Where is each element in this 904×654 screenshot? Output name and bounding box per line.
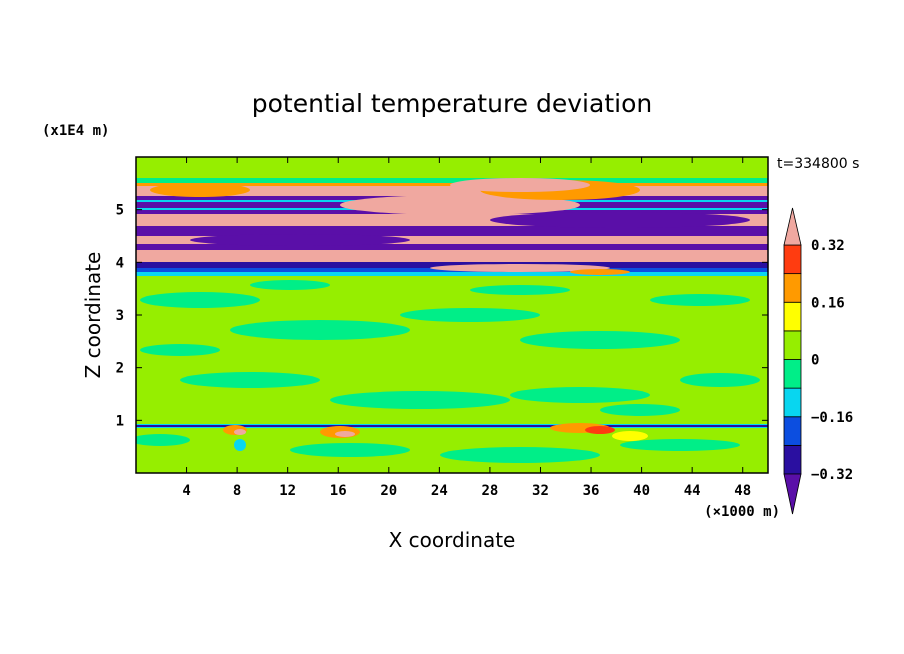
lower-layer-patch [612,431,648,441]
colorbar-tick-label: 0.16 [811,295,845,311]
upper-layer-band [136,236,768,246]
lower-layer-patch [234,429,246,435]
upper-layer-patch [450,178,590,192]
field-patch [140,292,260,308]
field-patch [440,447,600,463]
upper-layer-band [136,250,768,262]
colorbar-swatch [783,273,802,303]
upper-layer-patch [340,195,580,215]
upper-layer-patch [150,183,250,197]
y-tick-label: 5 [116,203,124,219]
upper-layer-patch [190,234,410,246]
lower-layer-band [136,425,768,427]
field-patch [470,285,570,295]
colorbar-tick-label: 0.32 [811,238,845,254]
x-tick-label: 12 [279,483,296,499]
upper-layer-band [136,244,768,250]
lower-layer-patch [234,439,246,451]
upper-layer-band [136,262,768,268]
upper-layer-band [136,272,768,276]
x-tick-label: 24 [431,483,448,499]
colorbar-swatch [783,244,802,275]
x-axis-label: X coordinate [389,528,516,552]
x-axis-ticks: 4 8 12 16 20 24 28 32 36 40 44 48 [182,157,751,499]
colorbar-extend-max [783,207,802,246]
colorbar-swatch [783,444,802,475]
field-patch [510,387,650,403]
chart-title: potential temperature deviation [252,89,652,118]
x-tick-label: 4 [182,483,190,499]
lower-layer-patch [585,426,615,434]
field-patch [650,294,750,306]
x-tick-label: 28 [481,483,498,499]
x-tick-label: 36 [583,483,600,499]
field-patch [680,373,760,387]
field-patch [620,439,740,451]
y-tick-label: 2 [116,361,124,377]
colorbar-swatch [783,301,802,332]
x-tick-label: 44 [684,483,701,499]
colorbar-swatch [783,330,802,360]
y-axis-unit: (x1E4 m) [42,123,109,139]
x-tick-label: 40 [633,483,650,499]
upper-layer-patch [490,212,750,228]
lower-layer-patch [335,431,355,437]
y-tick-label: 3 [116,308,124,324]
x-tick-label: 20 [380,483,397,499]
colorbar-extend-min [783,473,802,515]
colorbar-tick-label: 0 [811,353,819,369]
field-patch [520,331,680,349]
field-patch [180,372,320,388]
colorbar-swatch [783,359,802,389]
y-axis-label: Z coordinate [81,252,105,379]
field-patch [250,280,330,290]
field-patch [230,320,410,340]
x-tick-label: 48 [734,483,751,499]
contour-field [136,157,768,473]
field-patch [400,308,540,322]
field-patch [136,434,190,446]
field-patch [600,404,680,416]
y-axis-ticks: 1 2 3 4 5 [116,203,768,429]
time-label: t=334800 s [777,156,859,172]
plot-area [135,156,769,474]
colorbar: 0.32 0.16 0 −0.16 −0.32 [783,207,853,515]
upper-layer-patch [570,269,630,275]
upper-layer-patch [430,264,610,272]
x-tick-label: 32 [532,483,549,499]
colorbar-tick-label: −0.32 [811,467,853,483]
upper-layer-band [136,226,768,236]
y-tick-label: 1 [116,413,124,429]
x-tick-label: 8 [233,483,241,499]
field-patch [330,391,510,409]
colorbar-tick-label: −0.16 [811,410,853,426]
field-patch [290,443,410,457]
y-tick-label: 4 [116,255,124,271]
x-axis-unit: (×1000 m) [704,504,780,520]
upper-layer-band [136,186,768,196]
x-tick-label: 16 [330,483,347,499]
colorbar-swatch [783,387,802,418]
field-patch [140,344,220,356]
colorbar-swatch [783,416,802,446]
